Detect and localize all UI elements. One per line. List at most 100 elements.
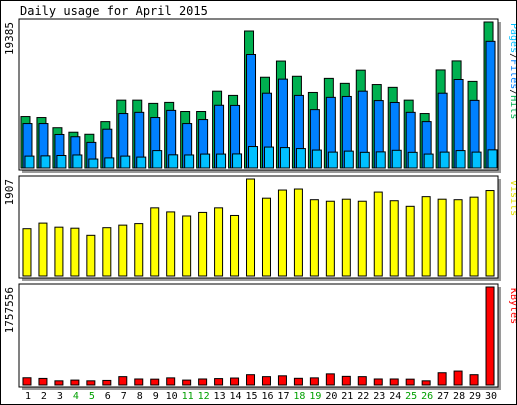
bar-kbytes-day-9 xyxy=(150,378,160,386)
bar-pages-day-24 xyxy=(391,149,402,169)
bar-kbytes-day-1 xyxy=(22,377,32,386)
legend-entry: Pages xyxy=(508,23,517,53)
day-label-24: 24 xyxy=(389,391,401,402)
panel-frame xyxy=(18,175,499,279)
day-label-23: 23 xyxy=(373,391,385,402)
bar-visits-day-7 xyxy=(118,224,128,277)
day-label-26: 26 xyxy=(421,391,433,402)
day-label-5: 5 xyxy=(89,391,95,402)
bar-visits-day-22 xyxy=(357,200,367,277)
bar-visits-day-11 xyxy=(182,215,192,277)
bar-pages-day-27 xyxy=(439,151,450,169)
bar-kbytes-day-4 xyxy=(70,379,80,386)
bar-visits-day-12 xyxy=(198,211,208,277)
day-label-1: 1 xyxy=(25,391,31,402)
day-label-28: 28 xyxy=(453,391,465,402)
bar-kbytes-day-12 xyxy=(198,378,208,386)
bar-kbytes-day-3 xyxy=(54,380,64,386)
bar-visits-day-24 xyxy=(389,200,399,277)
bar-kbytes-day-15 xyxy=(246,374,256,386)
bar-kbytes-day-11 xyxy=(182,379,192,386)
bar-pages-day-18 xyxy=(295,148,306,169)
bar-kbytes-day-22 xyxy=(357,376,367,386)
day-label-20: 20 xyxy=(325,391,337,402)
bar-visits-day-10 xyxy=(166,211,176,277)
bar-pages-day-13 xyxy=(216,153,227,169)
day-label-13: 13 xyxy=(214,391,226,402)
series-pages xyxy=(24,146,498,169)
bar-visits-day-2 xyxy=(38,222,48,277)
bar-visits-day-13 xyxy=(214,207,224,277)
bar-visits-day-4 xyxy=(70,227,80,277)
day-label-7: 7 xyxy=(121,391,127,402)
series-files xyxy=(22,40,496,169)
bar-kbytes-day-30 xyxy=(485,286,495,386)
bar-visits-day-1 xyxy=(22,228,32,277)
bar-visits-day-3 xyxy=(54,226,64,277)
bar-pages-day-16 xyxy=(263,146,274,169)
bar-kbytes-day-20 xyxy=(325,373,335,386)
bar-visits-day-30 xyxy=(485,190,495,277)
day-label-14: 14 xyxy=(230,391,242,402)
day-label-25: 25 xyxy=(405,391,417,402)
day-label-11: 11 xyxy=(182,391,194,402)
bar-kbytes-day-23 xyxy=(373,378,383,386)
day-label-30: 30 xyxy=(485,391,497,402)
bar-visits-day-26 xyxy=(421,196,431,277)
legend-entry: / xyxy=(508,89,517,95)
bar-pages-day-9 xyxy=(152,150,163,169)
day-label-22: 22 xyxy=(357,391,369,402)
bar-kbytes-day-5 xyxy=(86,380,96,386)
kbytes-panel: 1757556 KBytes xyxy=(3,283,517,390)
day-label-3: 3 xyxy=(57,391,63,402)
bar-pages-day-11 xyxy=(184,154,195,169)
bar-pages-day-2 xyxy=(40,155,51,169)
bar-visits-day-19 xyxy=(309,199,319,277)
bar-visits-day-15 xyxy=(246,178,256,277)
panels-layer: 19385Pages/Files/Hits1907Visits1757556KB… xyxy=(3,18,517,390)
bar-visits-day-5 xyxy=(86,234,96,277)
day-label-18: 18 xyxy=(293,391,305,402)
bar-pages-day-28 xyxy=(455,150,466,169)
day-label-27: 27 xyxy=(437,391,449,402)
legend-entry: KBytes xyxy=(508,288,517,324)
day-label-15: 15 xyxy=(245,391,257,402)
day-label-29: 29 xyxy=(469,391,481,402)
bar-visits-day-8 xyxy=(134,223,144,277)
bar-kbytes-day-19 xyxy=(309,377,319,386)
bar-kbytes-day-14 xyxy=(230,377,240,386)
bar-visits-day-20 xyxy=(325,200,335,277)
bar-kbytes-day-2 xyxy=(38,377,48,386)
day-label-4: 4 xyxy=(73,391,79,402)
bar-pages-day-10 xyxy=(168,154,179,169)
bar-pages-day-30 xyxy=(487,149,498,169)
bar-pages-day-12 xyxy=(200,153,211,169)
bar-kbytes-day-17 xyxy=(277,375,287,386)
panel-frame xyxy=(18,18,499,171)
day-label-10: 10 xyxy=(166,391,178,402)
bar-kbytes-day-7 xyxy=(118,376,128,386)
bar-visits-day-28 xyxy=(453,199,463,277)
bar-visits-day-17 xyxy=(277,189,287,277)
bar-pages-day-3 xyxy=(56,155,67,169)
day-label-16: 16 xyxy=(261,391,273,402)
bar-kbytes-day-29 xyxy=(469,374,479,386)
day-label-8: 8 xyxy=(137,391,143,402)
legend-entry: Hits xyxy=(508,95,517,119)
panel-legend: KBytes xyxy=(508,288,517,324)
bar-pages-day-1 xyxy=(24,155,35,169)
bar-kbytes-day-18 xyxy=(293,377,303,386)
bar-pages-day-26 xyxy=(423,153,434,169)
visits-panel: 1907 Visits xyxy=(3,175,517,281)
day-label-17: 17 xyxy=(277,391,289,402)
bar-pages-day-15 xyxy=(248,146,259,169)
bar-visits-day-14 xyxy=(230,214,240,277)
day-label-12: 12 xyxy=(198,391,210,402)
bar-visits-day-16 xyxy=(261,197,271,277)
day-label-6: 6 xyxy=(105,391,111,402)
bar-visits-day-29 xyxy=(469,196,479,277)
bar-pages-day-7 xyxy=(120,155,131,169)
